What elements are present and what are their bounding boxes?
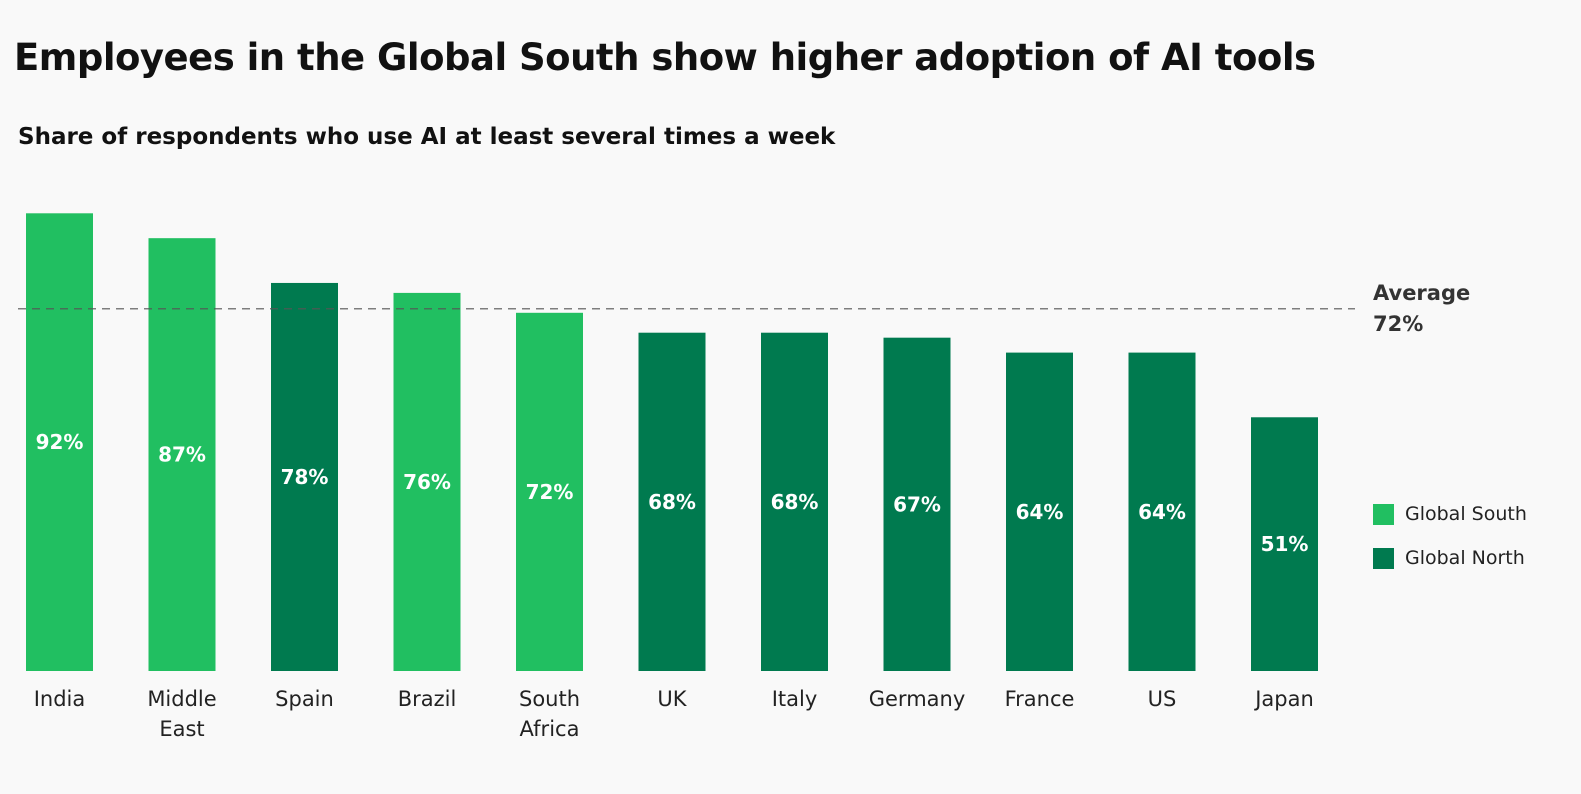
data-label: 64% (1016, 500, 1064, 524)
bar-france (1006, 352, 1073, 671)
legend-swatch-global-north (1373, 547, 1394, 569)
data-label: 78% (281, 465, 329, 489)
bar-india (26, 213, 93, 672)
data-label: 72% (526, 480, 574, 504)
data-label: 87% (158, 443, 206, 467)
chart-subtitle: Share of respondents who use AI at least… (18, 124, 836, 150)
bar-spain (271, 282, 338, 671)
x-tick-label: South Africa (519, 687, 580, 741)
data-label: 68% (648, 490, 696, 514)
bar-us (1128, 352, 1196, 671)
bar-germany (883, 337, 951, 671)
legend-label: Global North (1405, 547, 1525, 569)
data-label: 67% (893, 492, 941, 516)
bar-japan (1251, 417, 1318, 671)
legend-swatch-global-south (1373, 503, 1394, 525)
bar-italy (761, 332, 828, 671)
data-label: 51% (1261, 532, 1309, 556)
x-tick-label: Spain (275, 687, 334, 711)
data-label: 64% (1138, 500, 1186, 524)
x-tick-label: Germany (869, 687, 966, 711)
data-label: 92% (36, 430, 84, 454)
x-tick-label: US (1148, 687, 1177, 711)
chart-title: Employees in the Global South show highe… (14, 36, 1316, 79)
x-tick-label: India (34, 687, 86, 711)
data-label: 68% (771, 490, 819, 514)
legend-label: Global South (1405, 503, 1527, 525)
bar-brazil (393, 292, 461, 671)
data-label: 76% (403, 470, 451, 494)
average-label: Average (1373, 281, 1470, 305)
x-tick-label: Brazil (398, 687, 457, 711)
x-tick-label: Middle East (147, 687, 216, 741)
bar-south-africa (516, 312, 583, 671)
average-value: 72% (1373, 312, 1423, 336)
legend-item-global-north: Global North (1373, 547, 1525, 569)
x-tick-label: Japan (1253, 687, 1314, 711)
legend-item-global-south: Global South (1373, 503, 1527, 525)
x-tick-label: France (1005, 687, 1075, 711)
bar-middle-east (148, 238, 216, 672)
bar-uk (638, 332, 706, 671)
x-tick-label: UK (657, 687, 687, 711)
x-tick-label: Italy (772, 687, 818, 711)
